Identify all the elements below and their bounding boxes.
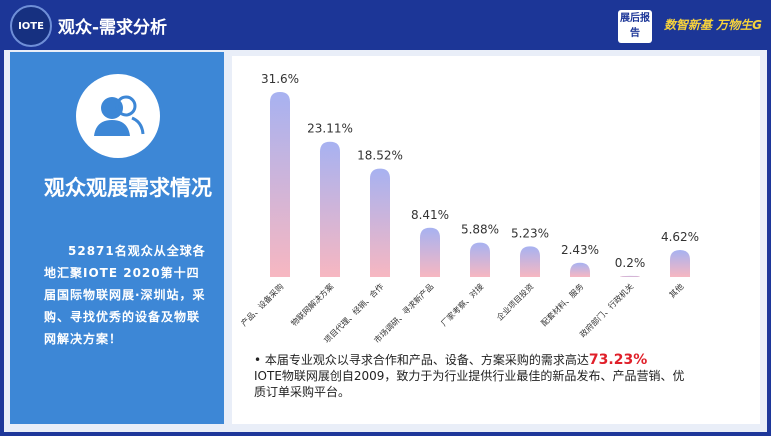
avatar-icon [76,74,160,158]
x-tick-label: 厂家考察、对接 [439,281,486,328]
value-label: 8.41% [411,208,449,222]
note-line-1: • 本届专业观众以寻求合作和产品、设备、方案采购的需求高达73.23% [254,352,648,368]
value-label: 18.52% [357,149,403,163]
value-label: 2.43% [561,243,599,257]
value-label: 0.2% [615,256,646,270]
header: IOTE 观众-需求分析 展后报告 数智新基 万物生G [0,0,771,50]
bar [570,262,590,277]
person-icon [94,95,145,136]
left-panel: 观众观展需求情况 52871名观众从全球各地汇聚IOTE 2020第十四届国际物… [10,52,224,424]
bar [320,141,340,277]
bar [620,275,640,277]
bar [270,92,290,277]
slide-title: 观众-需求分析 [58,18,168,38]
x-tick-label: 物联网解决方案 [289,281,336,328]
x-tick-label: 产品、设备采购 [239,281,286,328]
note-text: 本届专业观众以寻求合作和产品、设备、方案采购的需求高达 [264,353,589,367]
value-label: 5.23% [511,226,549,240]
bar [520,246,540,277]
value-label: 4.62% [661,230,699,244]
bar [470,242,490,277]
left-heading: 观众观展需求情况 [44,176,212,200]
left-text: 52871名观众从全球各地汇聚IOTE 2020第十四届国际物联网展·深圳站，采… [44,244,206,346]
x-tick-label: 配套材料、服务 [539,281,586,328]
note-highlight: 73.23% [588,352,648,368]
x-tick-label: 企业项目投资 [494,281,535,322]
slogan: 数智新基 万物生G [664,18,763,32]
value-label: 31.6% [261,72,299,86]
x-tick-label: 政府部门、行政机关 [577,281,635,339]
value-label: 5.88% [461,223,499,237]
notes: • 本届专业观众以寻求合作和产品、设备、方案采购的需求高达73.23% IOTE… [254,352,694,400]
value-label: 23.11% [307,122,353,136]
logo: IOTE [10,5,52,47]
note-line-2: IOTE物联网展创自2009，致力于为行业提供行业最佳的新品发布、产品营销、优质… [254,369,685,399]
bar [420,227,440,277]
report-badge[interactable]: 展后报告 [618,10,652,43]
bar [370,168,390,277]
bar [670,249,690,277]
x-tick-label: 其他 [667,281,685,299]
